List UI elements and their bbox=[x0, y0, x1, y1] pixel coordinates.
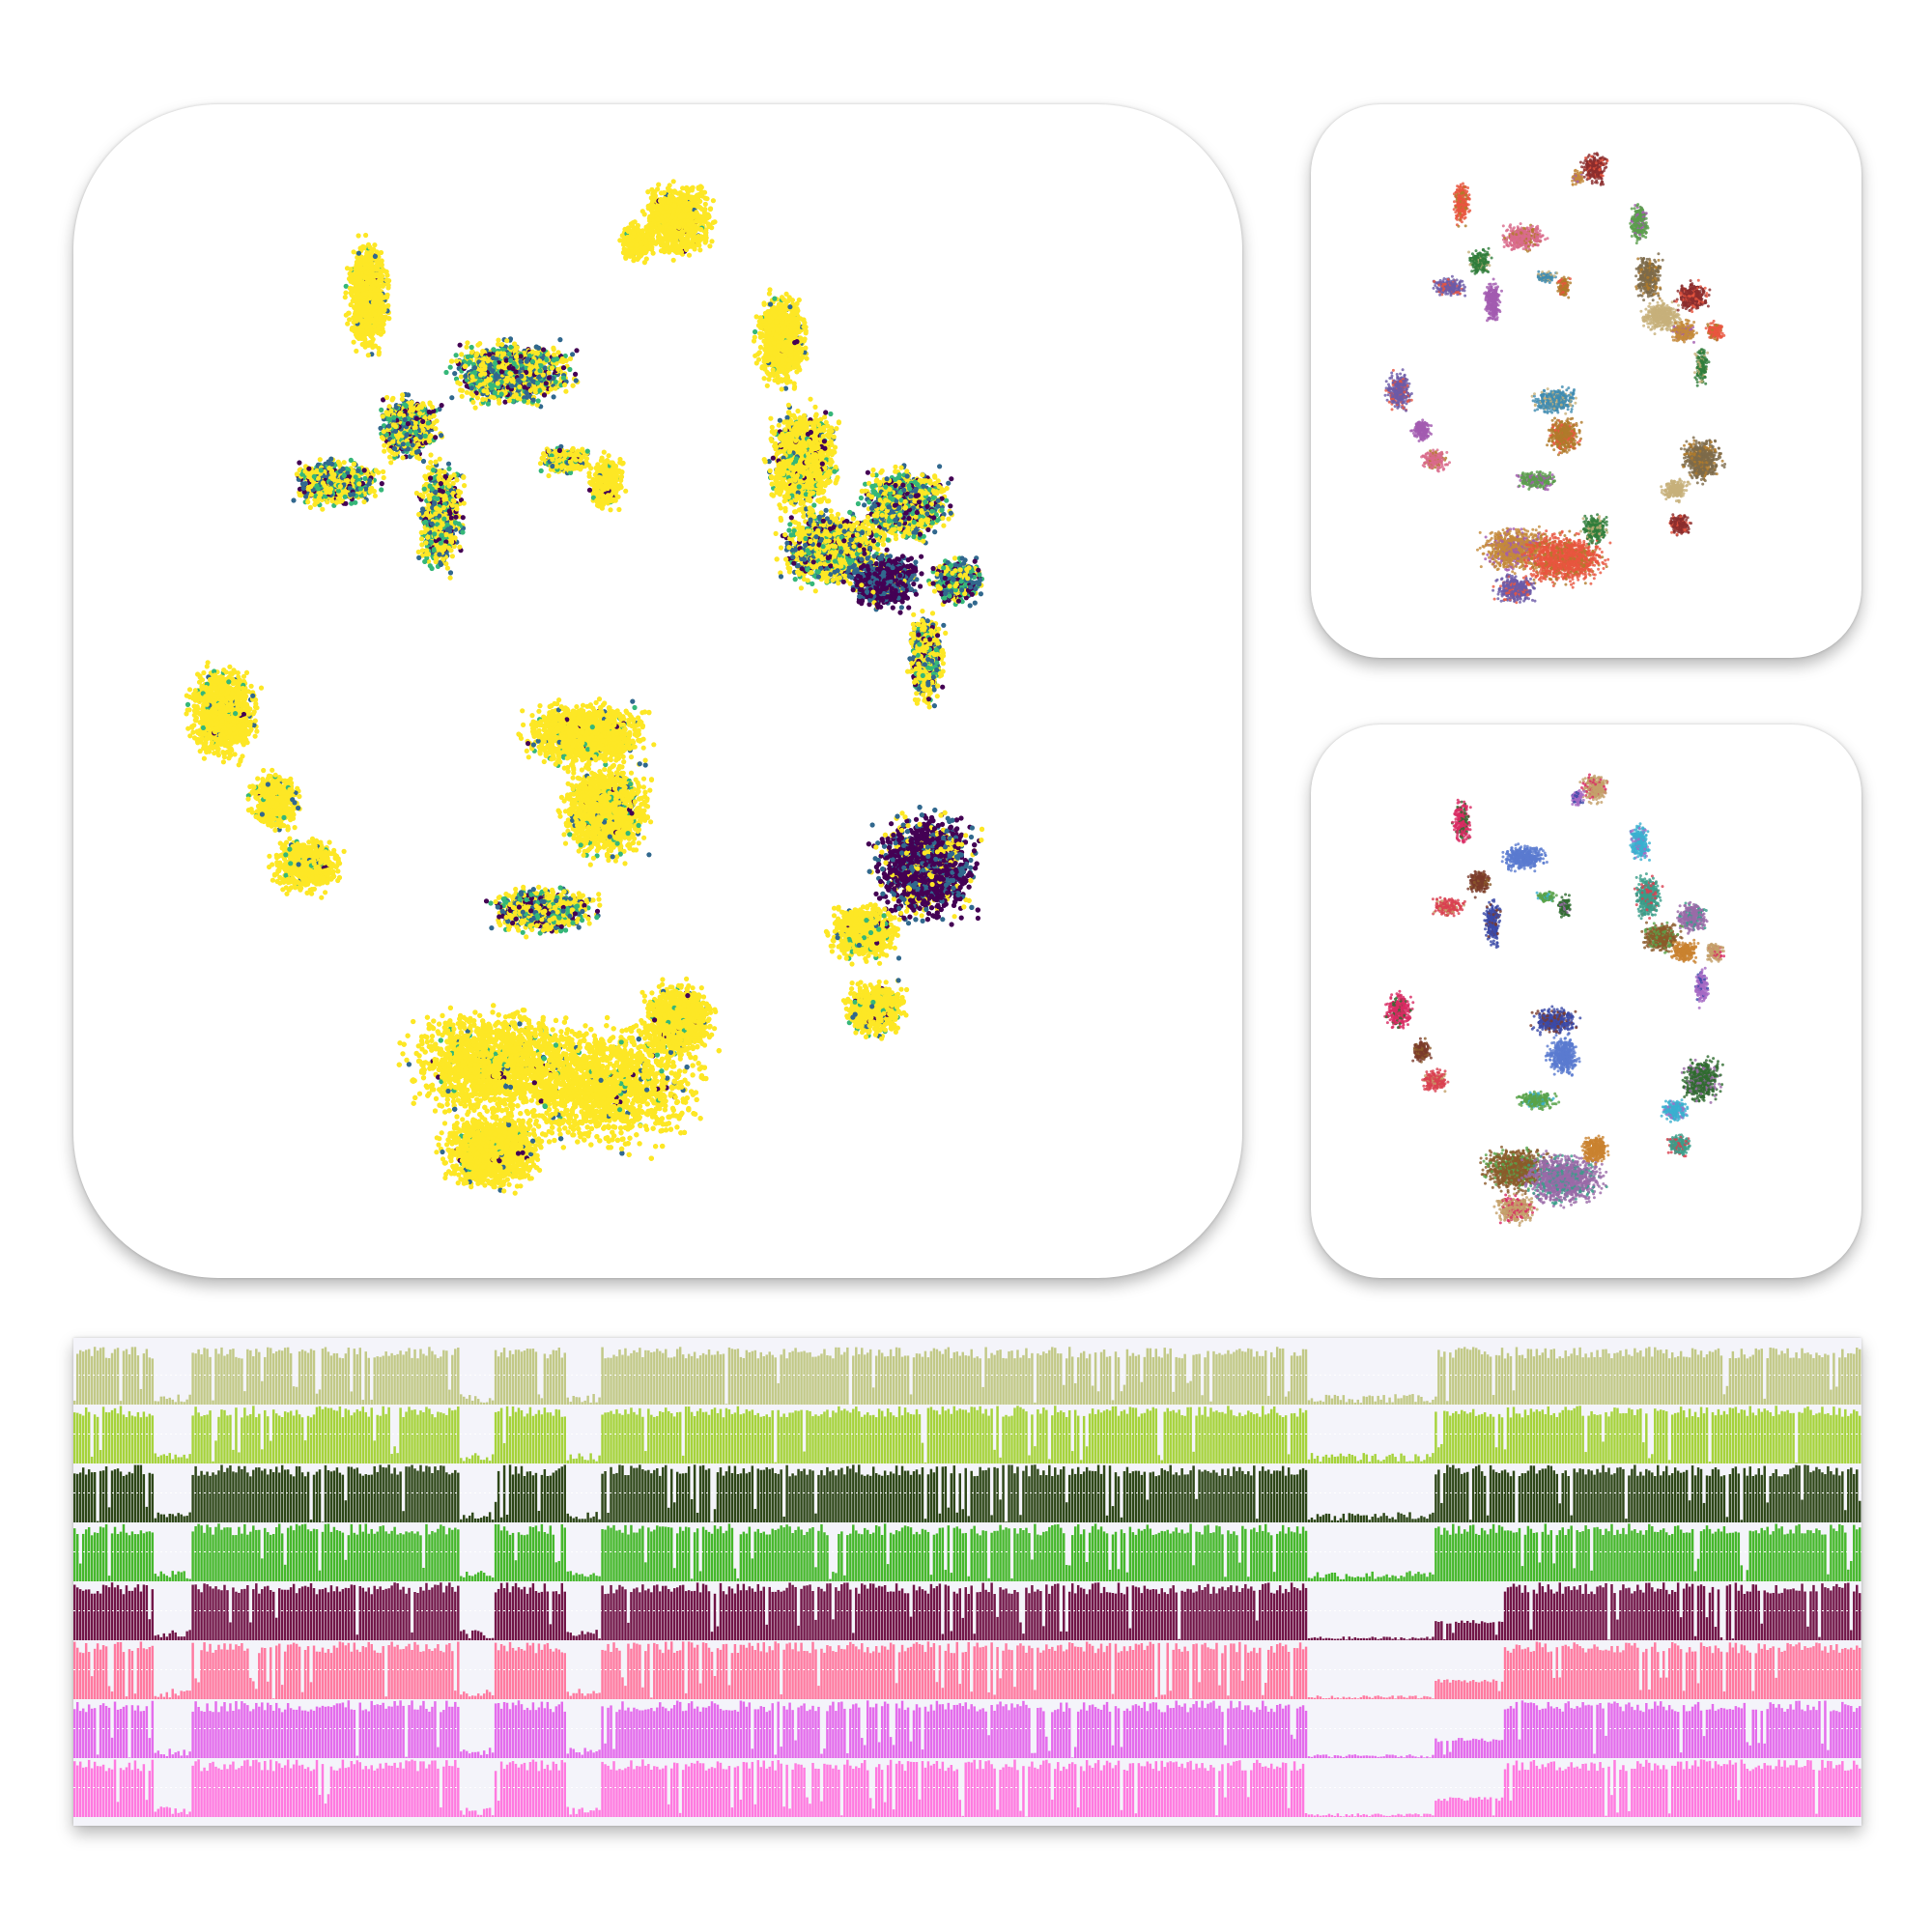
cell-point bbox=[703, 240, 708, 244]
cell-point bbox=[672, 188, 677, 193]
cell-point bbox=[711, 198, 716, 203]
cell-point bbox=[708, 207, 713, 212]
cell-point bbox=[649, 222, 654, 227]
cell-point bbox=[703, 202, 708, 207]
cell-point bbox=[707, 243, 712, 248]
cell-point bbox=[668, 245, 672, 250]
main-embedding-panel bbox=[73, 104, 1242, 1278]
cell-point bbox=[668, 183, 672, 187]
cell-point bbox=[687, 253, 692, 258]
cell-point bbox=[677, 234, 682, 239]
cell-point bbox=[655, 186, 660, 191]
cell-point bbox=[676, 209, 681, 213]
cell-point bbox=[703, 196, 708, 201]
cell-point bbox=[640, 209, 645, 213]
cell-point bbox=[656, 183, 661, 187]
cell-point bbox=[697, 247, 702, 252]
cell-point bbox=[680, 185, 685, 190]
cell-point bbox=[701, 215, 706, 220]
cell-point bbox=[703, 230, 708, 235]
cell-point bbox=[645, 189, 650, 194]
cell-point bbox=[694, 210, 698, 214]
main-embedding-plot bbox=[73, 104, 1242, 1278]
cell-point bbox=[662, 190, 667, 195]
cell-point bbox=[706, 214, 711, 219]
cell-point bbox=[646, 206, 651, 211]
cell-point bbox=[671, 258, 676, 263]
cell-point bbox=[698, 234, 703, 239]
cell-point bbox=[709, 239, 714, 243]
cell-point bbox=[682, 242, 687, 246]
cell-point bbox=[671, 179, 676, 184]
cell-point bbox=[649, 213, 654, 217]
cell-point bbox=[684, 247, 689, 252]
cell-point bbox=[675, 244, 680, 249]
